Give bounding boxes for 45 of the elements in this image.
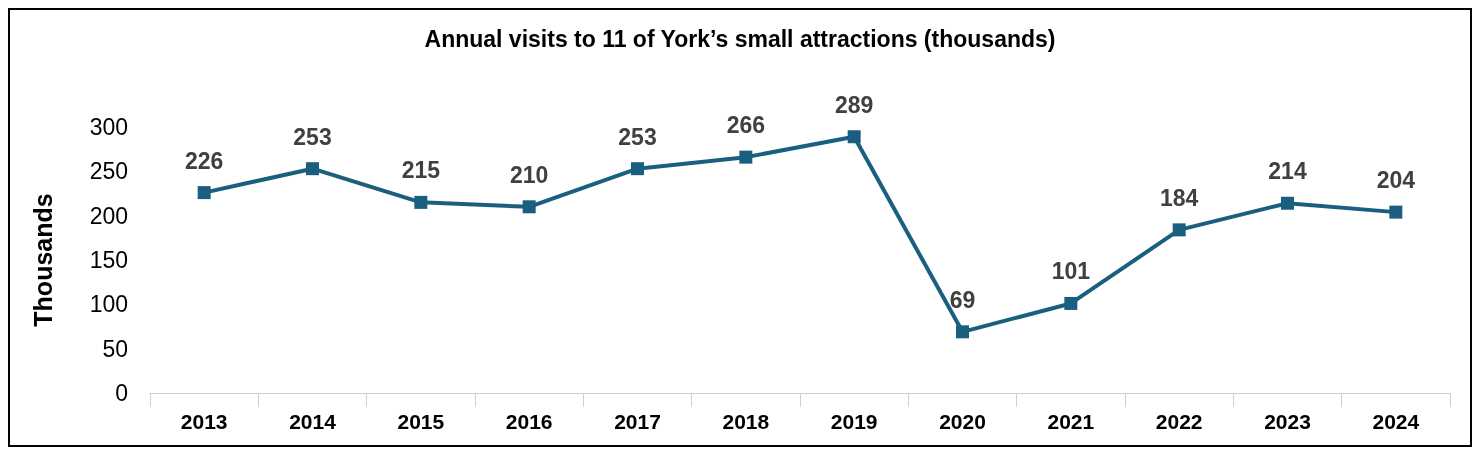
x-tick-label: 2013: [180, 410, 228, 433]
y-axis-title: Thousands: [28, 193, 57, 327]
x-tick-label: 2019: [830, 410, 878, 433]
point: [306, 162, 319, 176]
y-tick-label: 200: [89, 202, 128, 229]
point: [1281, 196, 1294, 210]
x-tick-label: 2024: [1372, 410, 1420, 433]
x-tick-label: 2020: [939, 410, 986, 433]
y-tick-label: 300: [89, 114, 128, 140]
data-label: 214: [1268, 158, 1307, 185]
y-tick-label: 150: [89, 247, 128, 273]
y-tick-label: 50: [102, 335, 128, 362]
point: [739, 150, 753, 164]
x-tick-label: 2014: [289, 410, 337, 433]
x-tick-label: 2018: [722, 410, 770, 433]
data-label: 289: [834, 91, 874, 118]
x-tick-label: 2023: [1264, 410, 1311, 433]
data-label: 266: [726, 112, 766, 139]
data-label: 226: [184, 147, 224, 174]
point: [414, 195, 428, 209]
data-label: 101: [1051, 258, 1091, 285]
data-label: 215: [401, 157, 441, 184]
point: [522, 200, 536, 214]
data-label: 253: [618, 123, 657, 150]
x-tick-label: 2021: [1047, 410, 1095, 433]
data-label: 253: [293, 123, 332, 150]
y-tick-label: 0: [115, 380, 128, 406]
x-tick-label: 2016: [505, 410, 553, 433]
point: [631, 162, 644, 176]
x-tick-label: 2017: [614, 410, 661, 433]
x-tick-label: 2015: [397, 410, 445, 433]
point: [1389, 205, 1403, 219]
data-label: 204: [1376, 167, 1416, 194]
point: [847, 130, 861, 144]
data-label: 184: [1159, 184, 1199, 211]
point: [197, 186, 211, 200]
point: [1064, 296, 1078, 310]
point: [1172, 223, 1186, 237]
y-tick-label: 250: [89, 158, 128, 185]
y-tick-label: 100: [89, 291, 128, 318]
point: [956, 325, 969, 339]
data-label: 69: [949, 286, 976, 313]
chart-title: Annual visits to 11 of York’s small attractions (thousands): [424, 25, 1056, 52]
data-label: 210: [509, 161, 549, 188]
x-tick-label: 2022: [1155, 410, 1203, 433]
